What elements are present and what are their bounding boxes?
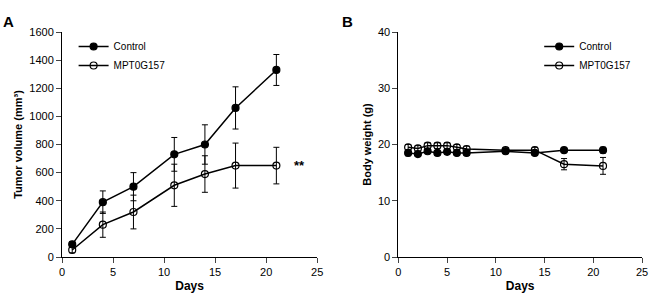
svg-text:Body weight (g): Body weight (g): [361, 103, 373, 186]
svg-text:0: 0: [395, 266, 401, 278]
svg-text:5: 5: [110, 266, 116, 278]
svg-text:200: 200: [35, 223, 53, 235]
svg-text:Tumor volume (mm³): Tumor volume (mm³): [12, 90, 24, 199]
svg-text:Control: Control: [114, 41, 146, 52]
svg-text:10: 10: [378, 195, 390, 207]
svg-text:1000: 1000: [29, 110, 53, 122]
svg-text:MPT0G157: MPT0G157: [114, 60, 166, 71]
svg-text:20: 20: [587, 266, 599, 278]
svg-text:10: 10: [490, 266, 502, 278]
svg-text:1400: 1400: [29, 54, 53, 66]
svg-text:0: 0: [59, 266, 65, 278]
svg-text:**: **: [294, 158, 305, 173]
svg-text:0: 0: [384, 251, 390, 263]
svg-text:15: 15: [209, 266, 221, 278]
svg-text:25: 25: [311, 266, 323, 278]
svg-text:1600: 1600: [29, 26, 53, 38]
svg-text:0: 0: [48, 251, 54, 263]
svg-text:1200: 1200: [29, 82, 53, 94]
svg-text:10: 10: [158, 266, 170, 278]
svg-text:5: 5: [444, 266, 450, 278]
svg-text:40: 40: [378, 26, 390, 38]
svg-text:20: 20: [378, 138, 390, 150]
svg-text:25: 25: [636, 266, 648, 278]
svg-text:800: 800: [35, 138, 53, 150]
svg-text:30: 30: [378, 82, 390, 94]
svg-text:20: 20: [260, 266, 272, 278]
svg-text:MPT0G157: MPT0G157: [579, 60, 631, 71]
svg-text:A: A: [3, 13, 14, 30]
svg-text:600: 600: [35, 166, 53, 178]
svg-text:Days: Days: [506, 279, 535, 293]
svg-text:Days: Days: [175, 279, 204, 293]
svg-text:B: B: [342, 13, 353, 30]
svg-text:15: 15: [538, 266, 550, 278]
svg-text:400: 400: [35, 195, 53, 207]
svg-text:Control: Control: [579, 41, 611, 52]
